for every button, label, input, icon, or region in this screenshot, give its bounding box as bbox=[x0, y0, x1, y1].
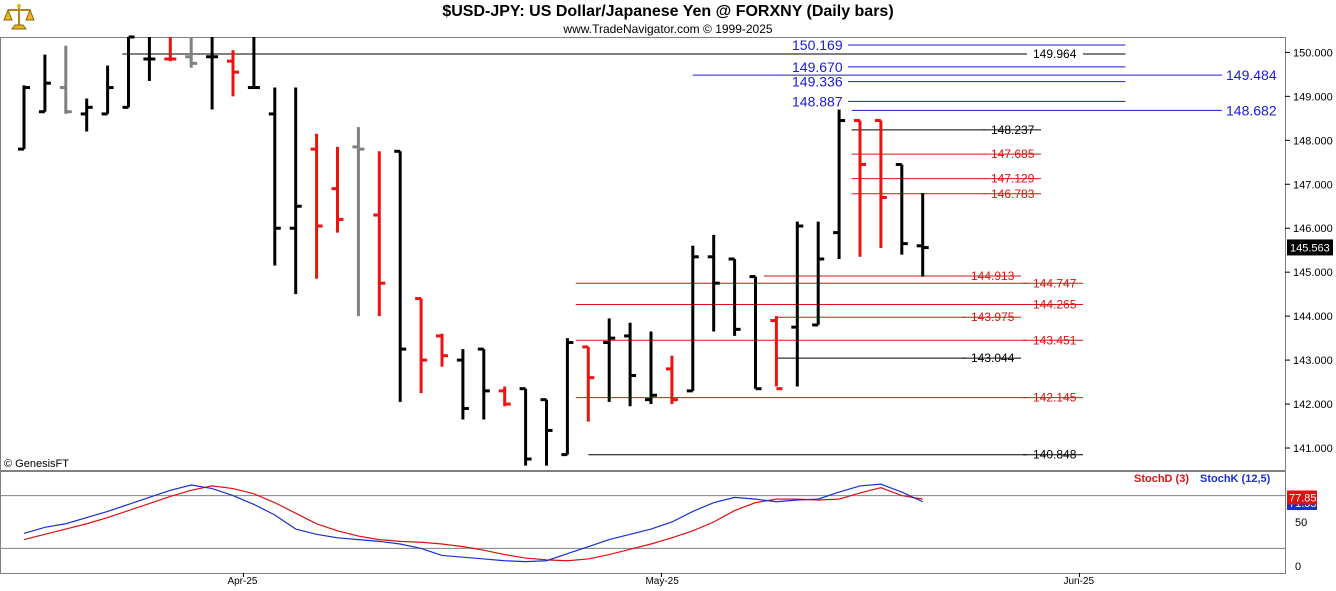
price-tick-label: 149.000 bbox=[1293, 91, 1333, 103]
price-level-label: 144.747 bbox=[1033, 276, 1077, 290]
chart-subtitle: www.TradeNavigator.com © 1999-2025 bbox=[563, 22, 773, 36]
price-tick-label: 148.000 bbox=[1293, 135, 1333, 147]
legend-stoch-k: StochK (12,5) bbox=[1200, 473, 1271, 485]
price-tick-label: 146.000 bbox=[1293, 223, 1333, 235]
last-price-box bbox=[1287, 239, 1333, 256]
ohlc-bars bbox=[18, 35, 929, 466]
price-level-label: 148.682 bbox=[1226, 102, 1277, 118]
price-tick-label: 147.000 bbox=[1293, 179, 1333, 191]
stochastic-last-d-box bbox=[1287, 490, 1317, 505]
price-panel-frame bbox=[0, 37, 1286, 471]
watermark: © GenesisFT bbox=[4, 458, 69, 470]
price-tick-label: 144.000 bbox=[1293, 311, 1333, 323]
price-level-label: 146.783 bbox=[991, 187, 1035, 201]
trade-navigator-logo bbox=[2, 2, 36, 34]
price-level-label: 147.685 bbox=[991, 147, 1035, 161]
price-level-label: 142.145 bbox=[1033, 391, 1077, 405]
price-tick-label: 141.000 bbox=[1293, 443, 1333, 455]
stochastic-line-k bbox=[23, 483, 923, 563]
stochastic-last-d-label: 77.85 bbox=[1289, 492, 1317, 504]
stochastic-panel-frame bbox=[0, 471, 1286, 574]
price-tick-label: 150.000 bbox=[1293, 47, 1333, 59]
stochastic-tick-label: 0 bbox=[1295, 561, 1301, 573]
x-axis: Apr-25 May-25 Jun-25 bbox=[227, 573, 1094, 587]
price-level-label: 149.670 bbox=[792, 59, 843, 75]
stochastic-line-d bbox=[23, 485, 923, 562]
x-tick-label: Apr-25 bbox=[227, 576, 257, 587]
price-level-label: 144.913 bbox=[971, 269, 1015, 283]
price-levels: 150.169 149.964 149.670 149.484 149.336 148.8… bbox=[122, 37, 1277, 462]
stochastic-tick-label: 50 bbox=[1295, 517, 1307, 529]
price-axis: 150.000 149.000 148.000 147.000 146.000 145.0… bbox=[1285, 47, 1333, 455]
price-level-label: 149.484 bbox=[1226, 67, 1277, 83]
price-tick-label: 143.000 bbox=[1293, 355, 1333, 367]
price-tick-label: 142.000 bbox=[1293, 399, 1333, 411]
price-level-label: 147.129 bbox=[991, 172, 1035, 186]
x-tick-label: Jun-25 bbox=[1063, 576, 1094, 587]
price-level-label: 144.265 bbox=[1033, 297, 1077, 311]
price-level-label: 140.848 bbox=[1033, 448, 1077, 462]
x-tick-label: May-25 bbox=[645, 576, 679, 587]
price-level-label: 148.887 bbox=[792, 93, 843, 109]
legend-stoch-d: StochD (3) bbox=[1134, 473, 1189, 485]
price-level-label: 143.044 bbox=[971, 351, 1015, 365]
last-price-marker: 145.563 bbox=[1287, 239, 1333, 256]
price-level-label: 150.169 bbox=[792, 37, 843, 53]
chart-title: $USD-JPY: US Dollar/Japanese Yen @ FORXN… bbox=[442, 3, 894, 20]
price-level-label: 149.964 bbox=[1033, 47, 1077, 61]
price-level-label: 148.237 bbox=[991, 123, 1035, 137]
price-level-label: 149.336 bbox=[792, 74, 843, 90]
price-tick-label: 145.000 bbox=[1293, 267, 1333, 279]
price-level-label: 143.451 bbox=[1033, 333, 1077, 347]
price-level-label: 143.975 bbox=[971, 310, 1015, 324]
last-price-label: 145.563 bbox=[1290, 242, 1330, 254]
